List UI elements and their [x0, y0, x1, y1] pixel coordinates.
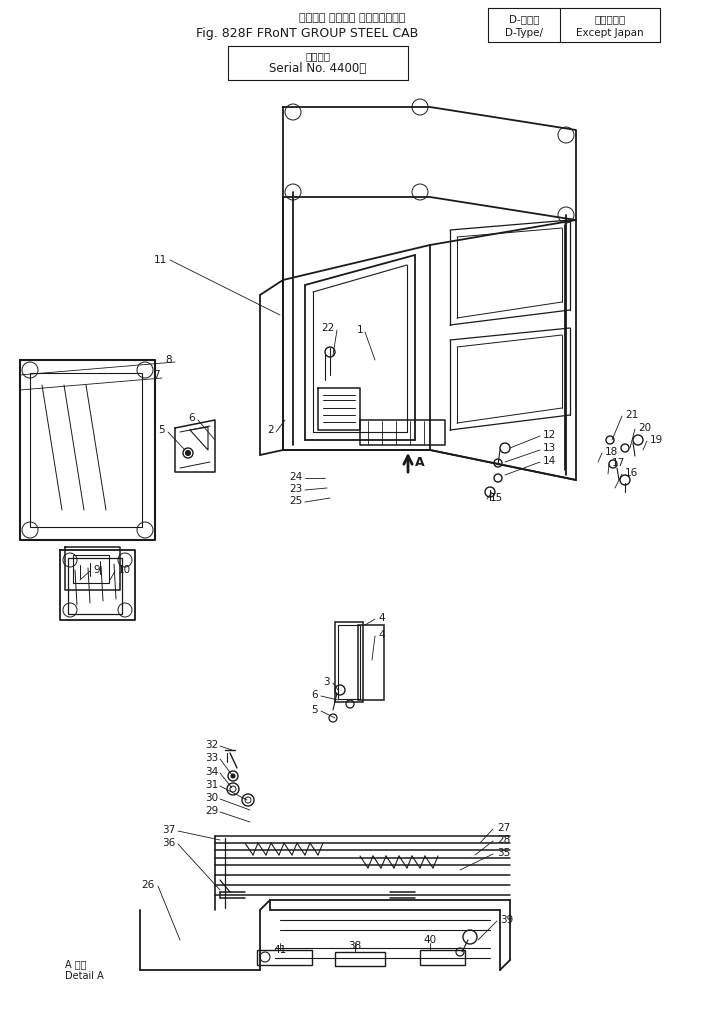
Text: 適用号機: 適用号機 [306, 51, 330, 61]
Text: Serial No. 4400～: Serial No. 4400～ [270, 63, 367, 76]
Text: 7: 7 [153, 370, 160, 380]
Text: 6: 6 [311, 690, 318, 700]
Text: 28: 28 [497, 835, 510, 845]
Bar [420, 950, 465, 965]
Text: 37: 37 [162, 825, 175, 835]
Text: 4: 4 [378, 630, 384, 640]
Text: 30: 30 [205, 793, 218, 803]
Text: 11: 11 [153, 255, 167, 265]
Text: 35: 35 [497, 848, 510, 858]
Text: 13: 13 [543, 443, 556, 453]
Text: 27: 27 [497, 823, 510, 833]
Text: D-タイプ: D-タイプ [509, 14, 539, 24]
Text: 36: 36 [162, 838, 175, 848]
Text: 22: 22 [322, 323, 335, 333]
Bar [68, 558, 122, 614]
Text: 15: 15 [490, 493, 503, 503]
Text: 24: 24 [289, 472, 302, 482]
Text: 16: 16 [625, 468, 639, 478]
Text: A 詳細
Detail A: A 詳細 Detail A [65, 959, 103, 981]
Bar [335, 952, 385, 966]
Text: 12: 12 [543, 430, 556, 440]
Text: 31: 31 [205, 780, 218, 790]
Text: 18: 18 [605, 447, 618, 457]
Text: 34: 34 [205, 767, 218, 777]
Text: 39: 39 [500, 915, 513, 925]
Text: 1: 1 [356, 325, 363, 335]
Text: 21: 21 [625, 410, 639, 420]
Bar [73, 555, 109, 583]
Bar [257, 950, 312, 965]
Circle shape [185, 451, 191, 455]
Text: 32: 32 [205, 740, 218, 750]
Text: 17: 17 [612, 458, 625, 468]
Text: 41: 41 [273, 945, 287, 955]
Text: A: A [415, 456, 425, 469]
Text: D-Type/: D-Type/ [505, 28, 543, 38]
Text: 29: 29 [205, 806, 218, 816]
Text: 3: 3 [323, 676, 330, 687]
Text: 海　外　向: 海 外 向 [594, 14, 626, 24]
Bar [338, 625, 360, 699]
Text: 10: 10 [118, 565, 131, 575]
Text: 4: 4 [378, 613, 384, 623]
Text: 25: 25 [289, 496, 302, 506]
Text: 5: 5 [311, 705, 318, 715]
Text: 2: 2 [268, 425, 274, 435]
Text: 38: 38 [348, 941, 362, 951]
Text: 33: 33 [205, 753, 218, 763]
Text: 6: 6 [189, 413, 195, 423]
Text: 26: 26 [142, 880, 155, 890]
Text: 8: 8 [165, 355, 172, 365]
Bar [358, 625, 384, 700]
Text: 19: 19 [650, 435, 663, 445]
Text: 20: 20 [638, 423, 651, 433]
Circle shape [231, 774, 235, 778]
Text: フロント グループ スチールキャブ: フロント グループ スチールキャブ [298, 13, 406, 23]
Bar [30, 373, 142, 527]
Bar [335, 622, 363, 702]
Text: Fig. 828F FRoNT GROUP STEEL CAB: Fig. 828F FRoNT GROUP STEEL CAB [196, 27, 418, 40]
Text: 23: 23 [289, 484, 302, 494]
Text: Except Japan: Except Japan [576, 28, 644, 38]
Text: 9: 9 [93, 565, 100, 575]
Text: 5: 5 [158, 425, 165, 435]
Text: 40: 40 [423, 935, 436, 945]
Text: 14: 14 [543, 456, 556, 466]
